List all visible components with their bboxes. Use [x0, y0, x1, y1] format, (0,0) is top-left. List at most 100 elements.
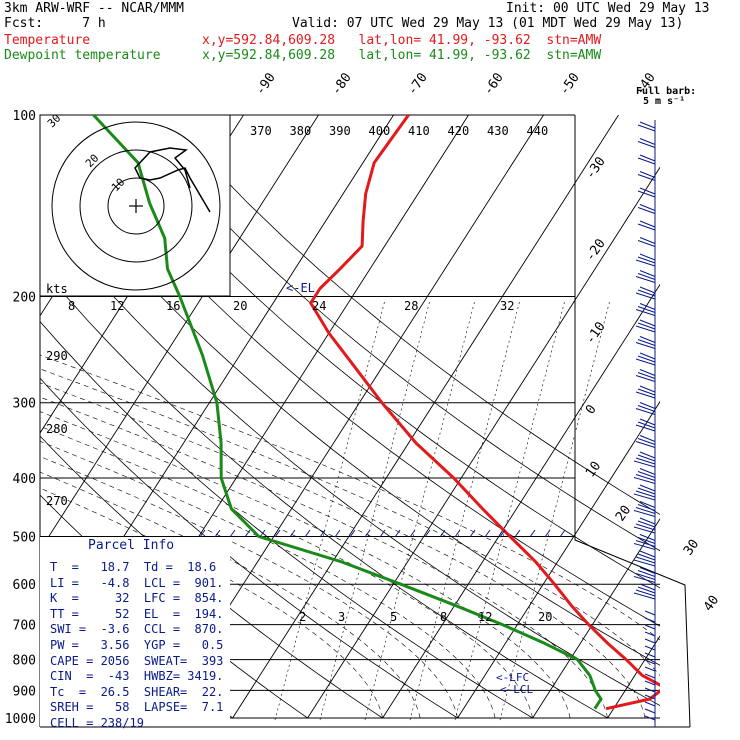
parcel-info-row: CAPE = 2056 SWEAT= 393 — [50, 653, 224, 668]
wind-barb — [639, 451, 656, 459]
pressure-tick-label: 100 — [13, 109, 36, 124]
parcel-info-row: PW = 3.56 YGP = 0.5 — [50, 638, 224, 652]
level-tick — [364, 529, 371, 538]
parcel-info-title: Parcel Info — [88, 538, 175, 553]
wind-barb — [637, 289, 656, 297]
wind-barb — [635, 259, 656, 267]
level-tick — [349, 529, 356, 538]
wind-barb — [644, 666, 656, 672]
pressure-tick-label: 700 — [13, 619, 36, 634]
mixing-ratio-line — [454, 299, 566, 721]
barb-legend-title: Full barb: — [636, 86, 696, 97]
hodograph-ring — [51, 121, 221, 291]
wind-barb — [635, 358, 656, 366]
mixing-ratio-line — [409, 299, 521, 721]
pressure-tick-label: 300 — [13, 397, 36, 412]
wind-barb — [639, 286, 656, 294]
wind-barb — [639, 352, 656, 360]
dry-adiabat — [126, 115, 660, 552]
isotherm-line — [457, 400, 660, 719]
isotherm-tick-label: -10 — [583, 319, 609, 347]
wind-barb — [639, 468, 656, 475]
dry-adiabat — [87, 115, 660, 589]
moist-adiabat — [40, 368, 660, 676]
dewpoint-label: Dewpoint temperature — [4, 48, 161, 63]
hodograph-ring — [107, 177, 165, 235]
wind-barb — [635, 507, 656, 514]
theta-tick-label: 290 — [46, 349, 68, 363]
wind-barb — [639, 171, 656, 178]
wind-barb — [637, 454, 656, 462]
wind-barb — [639, 270, 656, 277]
mixing-ratio-label: 8 — [440, 610, 447, 624]
wind-barb — [637, 372, 656, 379]
level-tick — [484, 529, 491, 538]
wind-barb — [644, 624, 656, 630]
wind-barb — [637, 273, 656, 280]
isotherm-tick-label: -70 — [405, 70, 431, 98]
hodograph-units: kts — [46, 282, 68, 296]
temperature-label: Temperature — [4, 33, 91, 48]
wind-barb — [635, 325, 656, 333]
dry-adiabat — [40, 377, 458, 719]
wind-barb — [633, 477, 656, 484]
wind-barb — [637, 570, 656, 577]
isotherm-line — [683, 115, 740, 718]
wind-barb — [644, 701, 656, 707]
grid-clip — [40, 115, 740, 721]
wind-barb — [637, 322, 656, 330]
wind-barb — [644, 631, 656, 637]
parcel-info-row: Tc = 26.5 SHEAR= 22. — [50, 684, 224, 699]
wind-barb — [637, 586, 656, 594]
mixing-ratio-label: 3 — [338, 610, 345, 624]
level-tick — [274, 529, 281, 538]
isotherm-tick-label: -20 — [583, 236, 609, 264]
moist-adiabat — [40, 425, 533, 719]
parcel-info-row: TT = 52 EL = 194. — [50, 606, 224, 621]
barb-legend-units: 5 m s⁻¹ — [643, 96, 685, 107]
mixing-ratio-line — [274, 299, 386, 721]
wind-barb — [637, 190, 656, 198]
dry-adiabat — [40, 320, 533, 719]
mixing-ratio-line — [364, 299, 476, 721]
parcel-info-row: T = 18.7 Td = 18.6 — [50, 560, 217, 574]
theta-tick-label: 430 — [487, 124, 509, 138]
isotherm-tick-label: -60 — [481, 70, 507, 98]
dry-adiabat — [165, 115, 660, 515]
wind-barb — [633, 559, 656, 567]
wind-barb — [639, 550, 656, 558]
frame-right-lower — [574, 475, 691, 728]
temperature-location: x,y=592.84,609.28 lat,lon= 41.99, -93.62… — [202, 33, 602, 48]
wind-barb — [637, 223, 656, 231]
mixing-ratio-label: 8 — [68, 299, 75, 313]
wind-barb — [635, 391, 656, 399]
level-tick — [214, 529, 221, 538]
theta-tick-label: 370 — [250, 124, 272, 138]
theta-tick-label: 440 — [527, 124, 549, 138]
mixing-ratio-line — [499, 299, 611, 721]
theta-tick-label: 390 — [329, 124, 351, 138]
wind-barb — [637, 207, 656, 214]
wind-barb — [637, 355, 656, 363]
isotherm-tick-label: 20 — [613, 503, 634, 524]
wind-barb — [637, 438, 656, 445]
moist-adiabat — [40, 471, 421, 719]
parcel-info-row: SREH = 58 LAPSE= 7.1 — [50, 700, 224, 715]
pressure-tick-label: 200 — [13, 291, 36, 306]
mixing-ratio-label: 24 — [312, 299, 326, 313]
wind-barb — [644, 617, 656, 623]
wind-barb — [637, 471, 656, 478]
level-tick — [379, 529, 386, 538]
level-tick — [529, 529, 536, 538]
level-tick — [409, 529, 416, 538]
wind-barb — [635, 408, 656, 415]
el-marker: <-EL — [286, 281, 315, 295]
theta-tick-label: 380 — [290, 124, 312, 138]
wind-barb — [639, 253, 656, 261]
wind-barb — [639, 517, 656, 525]
temperature-line — [309, 115, 660, 711]
wind-barb — [644, 659, 656, 665]
mixing-ratio-line — [319, 299, 431, 721]
